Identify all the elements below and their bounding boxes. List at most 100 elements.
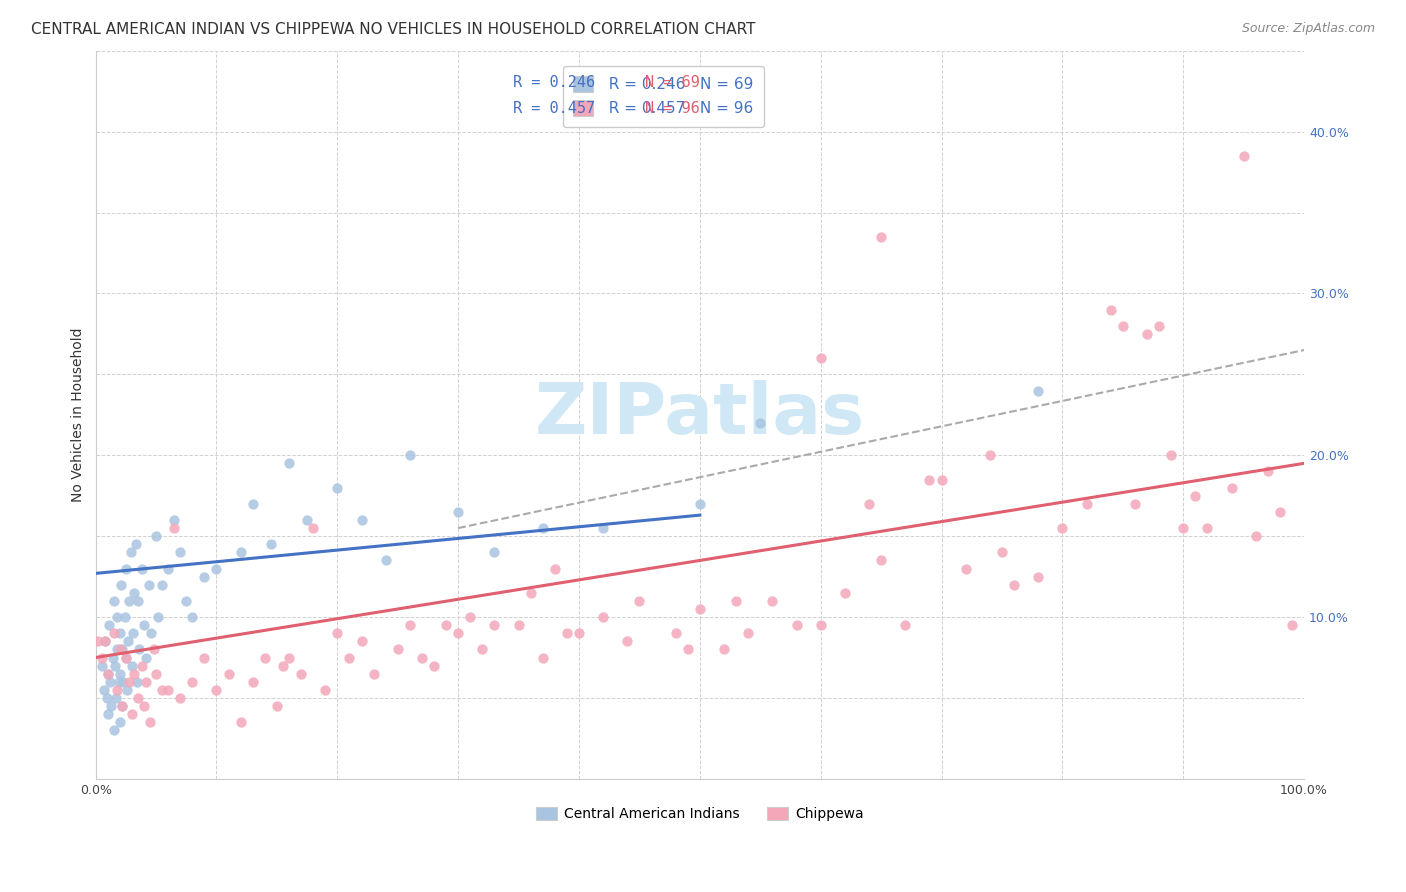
Point	[458, 610, 481, 624]
Point	[786, 618, 808, 632]
Point	[142, 642, 165, 657]
Point	[870, 553, 893, 567]
Point	[111, 642, 134, 657]
Point	[314, 682, 336, 697]
Point	[1233, 149, 1256, 163]
Point	[725, 594, 748, 608]
Point	[105, 691, 128, 706]
Text: ZIPatlas: ZIPatlas	[534, 380, 865, 450]
Point	[96, 691, 118, 706]
Point	[423, 658, 446, 673]
Point	[150, 578, 173, 592]
Point	[1197, 521, 1219, 535]
Point	[112, 674, 135, 689]
Point	[115, 650, 138, 665]
Point	[1112, 318, 1135, 333]
Point	[398, 618, 420, 632]
Point	[870, 229, 893, 244]
Legend: Central American Indians, Chippewa: Central American Indians, Chippewa	[530, 801, 869, 827]
Point	[97, 666, 120, 681]
Point	[229, 545, 252, 559]
Point	[121, 707, 143, 722]
Point	[749, 416, 772, 430]
Text: CENTRAL AMERICAN INDIAN VS CHIPPEWA NO VEHICLES IN HOUSEHOLD CORRELATION CHART: CENTRAL AMERICAN INDIAN VS CHIPPEWA NO V…	[31, 22, 755, 37]
Point	[326, 481, 349, 495]
Point	[163, 521, 186, 535]
Point	[519, 586, 541, 600]
Point	[163, 513, 186, 527]
Point	[1136, 326, 1159, 341]
Point	[131, 658, 153, 673]
Point	[363, 666, 385, 681]
Text: N = 69: N = 69	[645, 75, 700, 90]
Point	[339, 650, 361, 665]
Point	[131, 561, 153, 575]
Point	[111, 699, 134, 714]
Point	[278, 456, 301, 470]
Point	[193, 650, 215, 665]
Point	[139, 715, 162, 730]
Point	[124, 586, 146, 600]
Point	[278, 650, 301, 665]
Point	[101, 650, 124, 665]
Point	[302, 521, 325, 535]
Point	[97, 707, 120, 722]
Point	[107, 682, 129, 697]
Point	[737, 626, 759, 640]
Point	[150, 682, 173, 697]
Point	[90, 650, 112, 665]
Point	[103, 594, 125, 608]
Point	[1026, 569, 1049, 583]
Point	[628, 594, 651, 608]
Point	[931, 473, 953, 487]
Point	[1123, 497, 1146, 511]
Point	[128, 642, 150, 657]
Point	[531, 521, 554, 535]
Point	[295, 513, 318, 527]
Point	[145, 529, 167, 543]
Point	[138, 578, 160, 592]
Point	[218, 666, 240, 681]
Point	[689, 602, 711, 616]
Point	[108, 666, 131, 681]
Point	[108, 715, 131, 730]
Point	[447, 626, 470, 640]
Point	[97, 618, 120, 632]
Point	[127, 691, 149, 706]
Point	[266, 699, 288, 714]
Point	[810, 618, 832, 632]
Point	[387, 642, 409, 657]
Point	[484, 545, 506, 559]
Point	[544, 561, 567, 575]
Point	[834, 586, 856, 600]
Point	[107, 674, 129, 689]
Point	[350, 634, 373, 648]
Point	[955, 561, 977, 575]
Point	[108, 626, 131, 640]
Point	[531, 650, 554, 665]
Point	[568, 626, 591, 640]
Point	[120, 545, 142, 559]
Point	[117, 634, 139, 648]
Point	[181, 610, 204, 624]
Point	[1147, 318, 1170, 333]
Point	[508, 618, 530, 632]
Point	[193, 569, 215, 583]
Point	[676, 642, 699, 657]
Point	[1184, 489, 1206, 503]
Point	[484, 618, 506, 632]
Point	[98, 674, 121, 689]
Point	[434, 618, 457, 632]
Point	[169, 691, 191, 706]
Point	[132, 618, 155, 632]
Point	[979, 448, 1001, 462]
Point	[93, 682, 115, 697]
Point	[87, 634, 110, 648]
Point	[205, 682, 228, 697]
Point	[555, 626, 578, 640]
Point	[1076, 497, 1098, 511]
Point	[1002, 578, 1025, 592]
Point	[1257, 465, 1279, 479]
Point	[103, 723, 125, 738]
Point	[111, 699, 134, 714]
